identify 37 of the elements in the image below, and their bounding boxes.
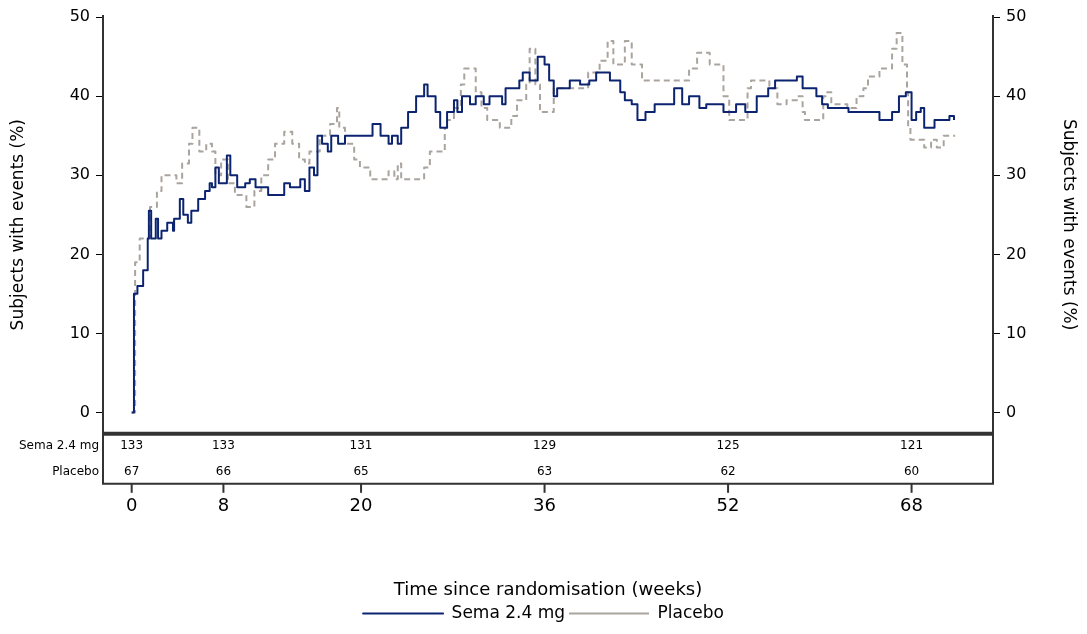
text: Placebo	[52, 463, 99, 478]
x-tick-label: 36	[533, 494, 557, 516]
y-axis-title: Subjects with events (%)	[6, 119, 27, 331]
y2-tick-label: 20	[1006, 243, 1027, 263]
x-tick-label: 68	[900, 494, 924, 516]
text: 125	[716, 437, 740, 452]
y2-tick-label: 50	[1006, 6, 1027, 26]
y2-tick-label: 10	[1006, 322, 1027, 342]
y-tick-label: 0	[79, 401, 90, 421]
y2-tick-label: 30	[1006, 164, 1027, 184]
text: 65	[353, 463, 369, 478]
y-tick-label: 10	[69, 322, 90, 342]
text: 62	[720, 463, 736, 478]
x-tick-label: 8	[217, 494, 230, 516]
y-tick-label: 50	[69, 6, 90, 26]
y-tick-label: 20	[69, 243, 90, 263]
x-tick-label: 20	[349, 494, 373, 516]
text: 60	[903, 463, 920, 478]
y-tick-label: 30	[69, 164, 90, 184]
x-tick-label: 0	[125, 494, 138, 516]
y-tick-label: 40	[69, 85, 90, 105]
text: 129	[533, 437, 557, 452]
text: 121	[900, 437, 924, 452]
text: 67	[124, 463, 140, 478]
text: 133	[211, 437, 235, 452]
text: 131	[349, 437, 373, 452]
y2-tick-label: 0	[1006, 401, 1017, 421]
x-axis-title: Time since randomisation (weeks)	[392, 577, 703, 599]
x-tick-label: 52	[716, 494, 740, 516]
legend-label: Placebo	[657, 601, 724, 622]
y2-tick-label: 40	[1006, 85, 1027, 105]
text: Sema 2.4 mg	[18, 437, 99, 452]
text: 63	[536, 463, 553, 478]
legend-label: Sema 2.4 mg	[451, 601, 566, 622]
y2-axis-title: Subjects with events (%)	[1060, 119, 1081, 331]
text: 66	[215, 463, 232, 478]
text: 133	[120, 437, 144, 452]
